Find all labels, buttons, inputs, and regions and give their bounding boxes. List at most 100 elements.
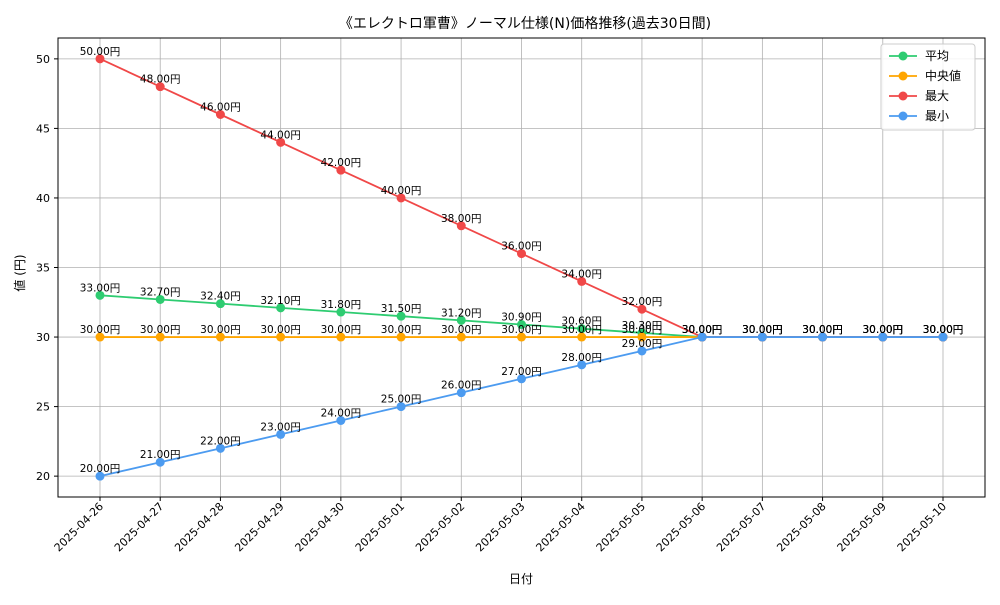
x-tick-label: 2025-05-04 [533,500,587,554]
data-point [215,443,225,453]
data-label: 46.00円 [200,102,241,114]
data-label: 23.00円 [260,421,301,433]
data-label: 30.00円 [260,324,301,336]
data-label: 30.00円 [863,324,904,336]
data-label: 32.40円 [200,291,241,303]
x-tick-label: 2025-05-06 [654,500,708,554]
data-label: 28.00円 [561,352,602,364]
data-point [577,324,587,334]
data-point [215,299,225,309]
legend-label: 最小 [925,109,949,123]
data-point [577,332,587,342]
data-point [878,332,888,342]
data-label: 32.70円 [140,286,181,298]
data-label: 30.00円 [923,324,964,336]
legend-marker [898,71,908,81]
data-point [276,303,286,313]
data-label: 31.50円 [381,303,422,315]
data-label: 44.00円 [260,129,301,141]
x-tick-label: 2025-05-07 [714,500,768,554]
data-point [95,54,105,64]
data-point [517,374,526,384]
data-point [215,110,225,119]
data-label: 30.60円 [561,316,602,328]
data-label: 33.00円 [80,282,121,294]
data-label: 30.00円 [802,324,843,336]
data-label: 30.00円 [923,324,964,336]
y-tick-label: 50 [36,53,50,66]
data-point [396,402,406,412]
data-label: 30.00円 [682,324,723,336]
data-point [336,165,346,175]
data-point [456,221,466,231]
legend-marker [898,91,908,101]
y-tick-label: 20 [36,470,50,483]
data-label: 30.00円 [381,324,422,336]
data-label: 30.00円 [441,324,482,336]
data-label: 30.00円 [561,324,602,336]
x-tick-label: 2025-05-03 [473,500,527,554]
data-label: 24.00円 [321,408,362,420]
data-label: 34.00円 [561,268,602,280]
data-label: 30.00円 [802,324,843,336]
x-tick-label: 2025-05-05 [594,500,648,554]
data-label: 30.00円 [742,324,783,336]
data-label: 30.00円 [682,324,723,336]
data-label: 29.00円 [622,338,663,350]
data-label: 40.00円 [381,185,422,197]
legend-label: 最大 [925,89,949,103]
data-point [95,332,105,342]
data-point [396,193,406,203]
data-point [276,137,286,147]
data-labels: 33.00円 32.70円 32.40円 32.10円 31.80円 31.50円 31.2… [80,46,964,475]
data-point [155,457,165,467]
data-label: 32.00円 [622,296,663,308]
x-tick-label: 2025-04-30 [293,500,347,554]
data-label: 20.00円 [80,463,121,475]
data-label: 36.00円 [501,241,542,253]
x-tick-label: 2025-04-27 [112,500,166,554]
data-point [456,315,466,325]
y-tick-label: 45 [36,122,50,135]
data-point [637,332,647,342]
data-point [697,332,707,342]
data-label: 30.00円 [501,324,542,336]
data-label: 30.00円 [321,324,362,336]
data-point [276,429,286,439]
data-label: 30.00円 [140,324,181,336]
y-tick-label: 35 [36,262,50,275]
y-tick-label: 40 [36,192,50,205]
data-point [818,332,828,342]
x-tick-label: 2025-05-02 [413,500,467,554]
x-tick-label: 2025-04-29 [232,500,286,554]
data-label: 48.00円 [140,74,181,86]
data-label: 30.90円 [501,312,542,324]
data-point [757,332,767,342]
data-point [155,332,165,342]
data-point [396,311,406,321]
data-label: 30.00円 [863,324,904,336]
data-label: 30.00円 [742,324,783,336]
data-label: 30.00円 [742,324,783,336]
x-tick-label: 2025-05-10 [895,500,949,554]
data-label: 30.00円 [863,324,904,336]
legend-box [880,43,976,131]
data-point [637,304,647,314]
data-point [396,332,406,342]
x-tick-label: 2025-04-26 [52,500,106,554]
data-label: 38.00円 [441,213,482,225]
y-tick-label: 30 [36,331,50,344]
data-label: 30.30円 [622,320,663,332]
data-label: 30.00円 [682,324,723,336]
x-tick-label: 2025-05-09 [835,500,889,554]
legend-label: 中央値 [925,68,961,83]
data-point [336,332,346,342]
data-label: 21.00円 [140,449,181,461]
data-label: 26.00円 [441,380,482,392]
data-point [517,320,526,330]
data-point [456,332,466,342]
data-label: 25.00円 [381,394,422,406]
data-label: 42.00円 [321,157,362,169]
